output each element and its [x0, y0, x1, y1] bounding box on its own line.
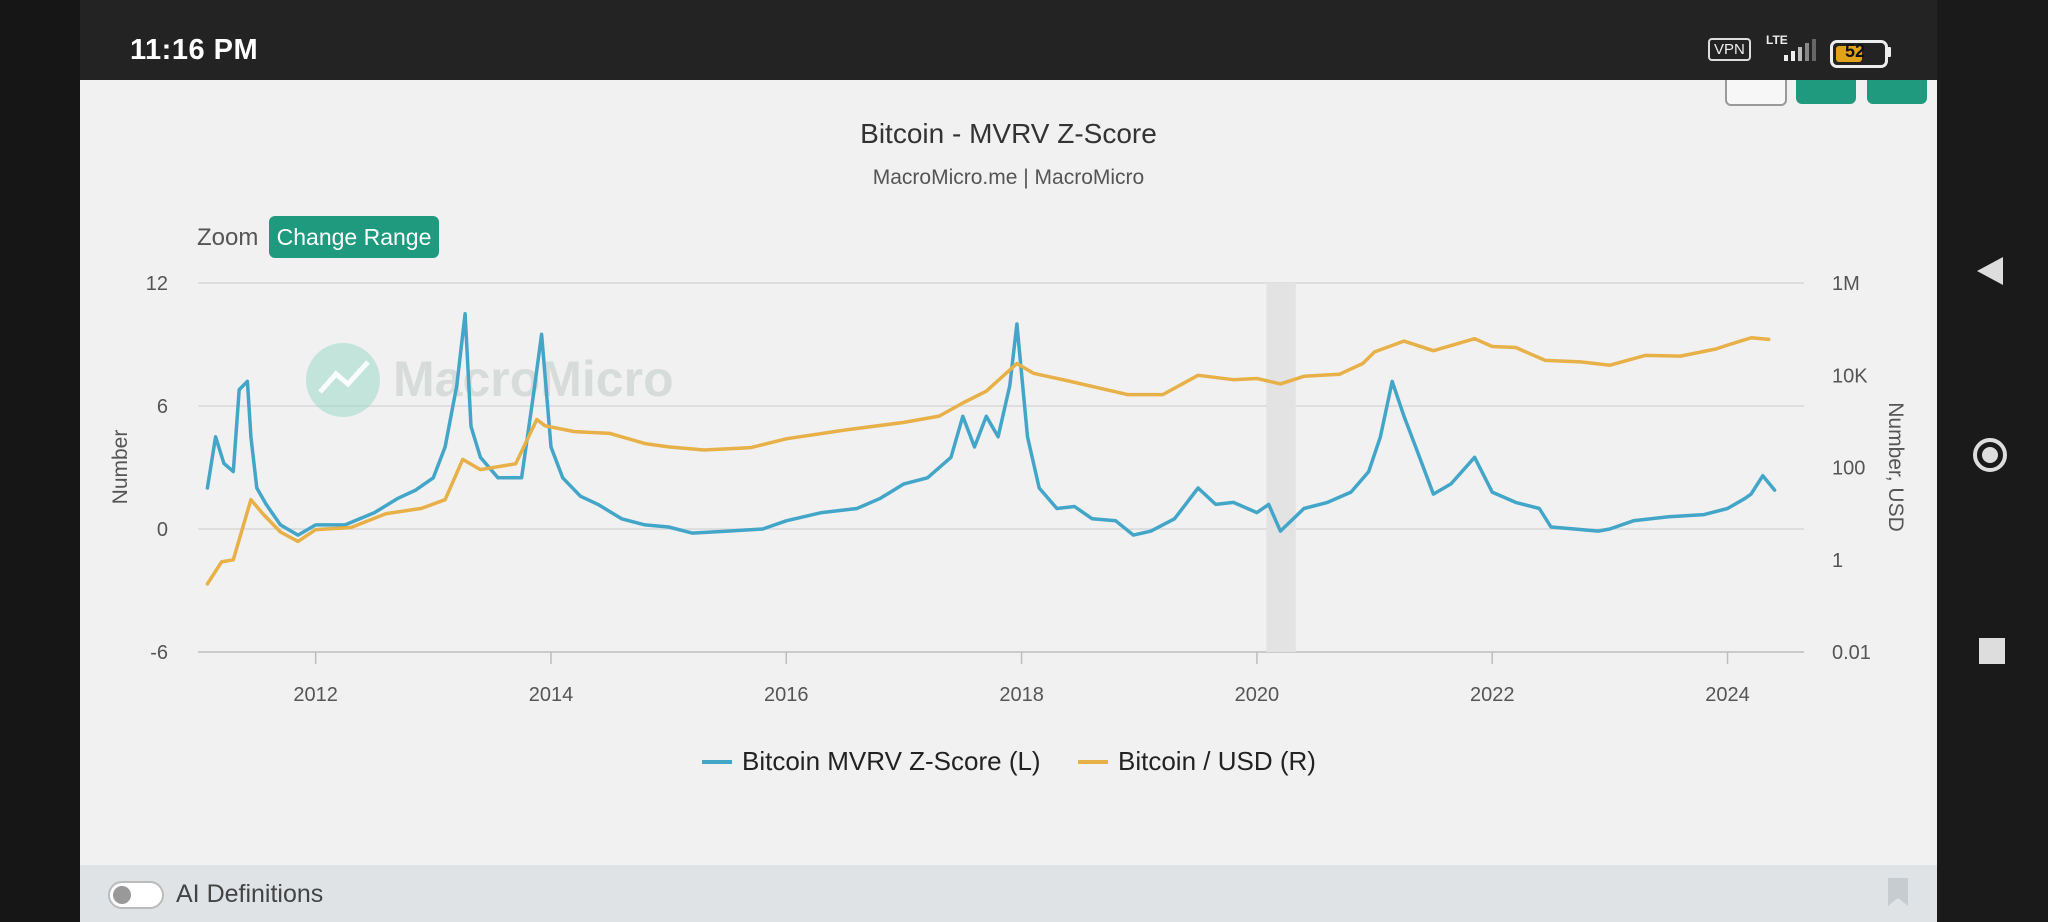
battery-percent: 52	[1845, 41, 1866, 61]
legend-swatch-price	[1078, 759, 1108, 764]
chart-plot: MacroMicro 2012 2014 2016 2018 2020 2022 2024 …	[109, 273, 1907, 706]
shaded-period	[1266, 283, 1296, 652]
y-right-tick-label: 10K	[1832, 365, 1868, 387]
series-line-bitcoin-usd	[205, 336, 1771, 586]
ai-definitions-toggle[interactable]	[108, 881, 164, 909]
vpn-badge: VPN	[1708, 38, 1751, 61]
right-axis-label: Number, USD	[1884, 402, 1907, 532]
y-right-tick-label: 1M	[1832, 273, 1860, 295]
toggle-knob	[113, 886, 131, 904]
x-tick-label: 2012	[293, 684, 338, 706]
series-line-mvrv-zscore	[205, 312, 1777, 537]
status-bar: 11:16 PM VPN LTE 52	[80, 0, 1937, 80]
share-button[interactable]	[1725, 80, 1787, 106]
home-icon[interactable]	[1973, 438, 2007, 472]
ai-definitions-bar: AI Definitions	[80, 865, 1937, 922]
x-tick-label: 2014	[529, 684, 574, 706]
x-tick-label: 2024	[1705, 684, 1750, 706]
legend-label-price: Bitcoin / USD (R)	[1118, 746, 1316, 776]
left-axis-label: Number	[109, 430, 132, 505]
y-right-tick-label: 0.01	[1832, 642, 1871, 664]
legend-item-mvrv[interactable]: Bitcoin MVRV Z-Score (L)	[702, 746, 1041, 777]
change-range-button[interactable]: Change Range	[269, 216, 439, 258]
x-tick-label: 2018	[999, 684, 1044, 706]
back-icon[interactable]	[1975, 255, 2005, 287]
home-icon-inner	[1982, 447, 1998, 463]
chart-page: Bitcoin - MVRV Z-Score MacroMicro.me | M…	[80, 80, 1937, 922]
screen-bezel-left	[0, 0, 80, 922]
ai-definitions-label: AI Definitions	[176, 880, 324, 908]
bookmark-icon[interactable]	[1887, 877, 1909, 907]
y-left-tick-label: 12	[146, 273, 168, 295]
x-tick-label: 2022	[1470, 684, 1515, 706]
watermark-logo: MacroMicro	[306, 343, 674, 417]
legend-label-mvrv: Bitcoin MVRV Z-Score (L)	[742, 746, 1041, 776]
lte-label: LTE	[1766, 33, 1788, 47]
edit-button[interactable]	[1867, 80, 1927, 104]
battery-level	[1836, 46, 1862, 62]
x-tick-label: 2020	[1235, 684, 1280, 706]
battery-icon: 52	[1830, 40, 1888, 68]
chart-title: Bitcoin - MVRV Z-Score	[860, 118, 1157, 149]
y-left-tick-label: -6	[150, 642, 168, 664]
zoom-label: Zoom	[197, 224, 259, 251]
status-time: 11:16 PM	[130, 34, 259, 66]
legend-swatch-mvrv	[702, 759, 732, 764]
download-button[interactable]	[1796, 80, 1856, 104]
y-left-tick-label: 0	[157, 519, 168, 541]
recent-apps-icon[interactable]	[1979, 638, 2005, 664]
battery-tip	[1887, 47, 1891, 57]
legend-item-price[interactable]: Bitcoin / USD (R)	[1078, 746, 1316, 777]
x-tick-label: 2016	[764, 684, 809, 706]
y-left-tick-label: 6	[157, 396, 168, 418]
y-right-tick-label: 100	[1832, 458, 1865, 480]
chart-subtitle: MacroMicro.me | MacroMicro	[872, 166, 1145, 189]
y-right-tick-label: 1	[1832, 550, 1843, 572]
signal-icon	[1784, 39, 1816, 61]
